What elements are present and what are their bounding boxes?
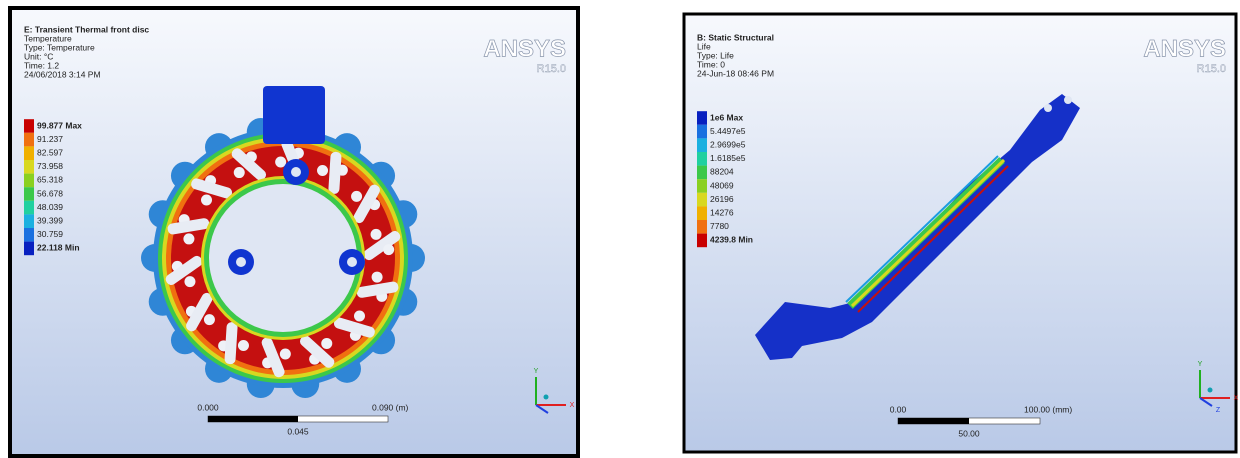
vent-hole — [372, 272, 383, 283]
scale-bar-black — [208, 416, 298, 422]
scale-bar-black — [898, 418, 969, 424]
legend-swatch — [697, 193, 707, 207]
legend-label: 4239.8 Min — [710, 235, 753, 245]
legend-label: 22.118 Min — [37, 243, 80, 253]
legend-swatch — [697, 220, 707, 234]
vent-hole — [321, 338, 332, 349]
legend-label: 56.678 — [37, 188, 63, 198]
screenshot: E: Transient Thermal front discTemperatu… — [0, 0, 1240, 458]
vent-hole — [280, 348, 291, 359]
triad-origin — [1208, 388, 1213, 393]
legend-swatch — [24, 160, 34, 174]
legend-swatch — [697, 125, 707, 139]
scale-end: 100.00 (mm) — [1024, 404, 1072, 414]
vent-hole — [317, 165, 328, 176]
legend-swatch — [697, 138, 707, 152]
legend-label: 26196 — [710, 194, 734, 204]
legend-label: 82.597 — [37, 147, 63, 157]
legend-swatch — [24, 242, 34, 256]
legend-label: 2.9699e5 — [710, 139, 746, 149]
vent-hole — [383, 244, 394, 255]
legend-label: 7780 — [710, 221, 729, 231]
legend-swatch — [697, 179, 707, 193]
scale-start: 0.00 — [890, 404, 907, 414]
legend-label: 88204 — [710, 167, 734, 177]
vent-hole — [201, 194, 212, 205]
legend-swatch — [697, 111, 707, 125]
legend-swatch — [24, 228, 34, 242]
vent-hole — [354, 311, 365, 322]
scale-middle: 0.045 — [287, 426, 309, 436]
legend-label: 48.039 — [37, 202, 63, 212]
legend-swatch — [24, 146, 34, 160]
legend-label: 73.958 — [37, 161, 63, 171]
vent-hole — [184, 276, 195, 287]
vent-hole — [351, 191, 362, 202]
header-line: 24-Jun-18 08:46 PM — [697, 68, 774, 78]
triad-label: Y — [534, 368, 539, 375]
vent-hole — [371, 229, 382, 240]
legend-swatch — [697, 166, 707, 180]
legend-label: 99.877 Max — [37, 120, 82, 130]
mount-hole — [347, 257, 357, 267]
scale-end: 0.090 (m) — [372, 402, 409, 412]
logo: ANSYS — [1143, 35, 1226, 62]
vent-hole — [275, 157, 286, 168]
version: R15.0 — [537, 63, 566, 75]
triad-origin — [544, 395, 549, 400]
legend-label: 30.759 — [37, 229, 63, 239]
mount-hole — [291, 167, 301, 177]
vent-hole — [183, 233, 194, 244]
triad-label: X — [1234, 395, 1239, 402]
header-line: 24/06/2018 3:14 PM — [24, 69, 101, 79]
legend-swatch — [24, 201, 34, 215]
legend-swatch — [697, 234, 707, 248]
legend-swatch — [697, 206, 707, 220]
vent-hole — [234, 167, 245, 178]
legend-label: 1e6 Max — [710, 112, 743, 122]
legend-label: 91.237 — [37, 134, 63, 144]
triad-label: X — [570, 402, 575, 409]
scale-start: 0.000 — [197, 402, 219, 412]
vent-hole — [204, 314, 215, 325]
legend-swatch — [24, 214, 34, 228]
legend-label: 5.4497e5 — [710, 126, 746, 136]
legend-label: 39.399 — [37, 215, 63, 225]
mount-hole — [236, 257, 246, 267]
legend-swatch — [697, 152, 707, 166]
legend-swatch — [24, 187, 34, 201]
legend-label: 65.318 — [37, 175, 63, 185]
legend-label: 48069 — [710, 180, 734, 190]
scale-middle: 50.00 — [958, 428, 980, 438]
logo: ANSYS — [483, 35, 566, 62]
triad-label: Z — [1216, 407, 1221, 414]
legend-swatch — [24, 133, 34, 147]
legend-label: 1.6185e5 — [710, 153, 746, 163]
legend-swatch — [24, 119, 34, 133]
triad-label: Y — [1198, 361, 1203, 368]
version: R15.0 — [1197, 63, 1226, 75]
vent-hole — [238, 340, 249, 351]
legend-label: 14276 — [710, 207, 734, 217]
legend-swatch — [24, 174, 34, 188]
